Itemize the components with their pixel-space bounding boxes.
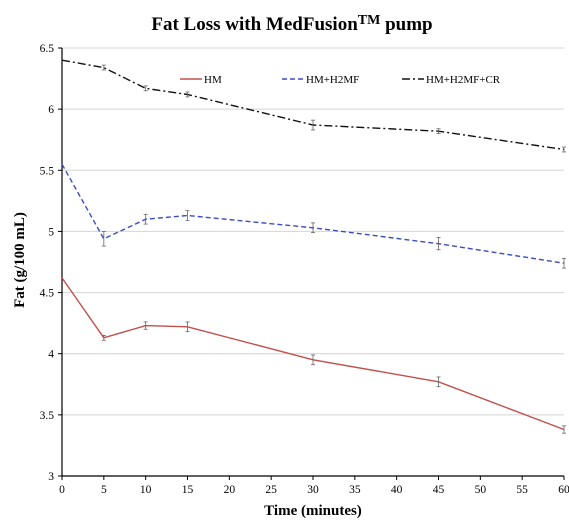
x-tick-label: 25: [265, 484, 277, 496]
y-axis-title: Fat (g/100 mL): [12, 212, 28, 308]
x-tick-label: 45: [433, 484, 445, 496]
gridlines: [62, 47, 564, 416]
y-tick-label: 3.5: [40, 410, 55, 422]
chart-title-trademark: TM: [358, 13, 381, 28]
x-tick-label: 50: [475, 484, 487, 496]
x-tick-label: 35: [349, 484, 361, 496]
y-tick-label: 5: [48, 226, 54, 238]
legend-label-hm-plus-h2mf: HM+H2MF: [306, 74, 359, 86]
y-tick-label: 6.5: [40, 43, 55, 55]
x-tick-label: 20: [224, 484, 236, 496]
x-tick-label: 55: [516, 484, 528, 496]
x-tick-label: 40: [391, 484, 403, 496]
chart-title-main: Fat Loss with MedFusion: [151, 14, 358, 35]
legend-label-hm: HM: [204, 74, 222, 86]
chart-title: Fat Loss with MedFusionTM pump: [151, 13, 432, 35]
y-tick-label: 4.5: [40, 288, 55, 300]
x-tick-label: 60: [558, 484, 569, 496]
y-tick-label: 4: [48, 349, 54, 361]
legend-label-hm-plus-h2mf-plus-cr: HM+H2MF+CR: [426, 74, 501, 86]
legend: HM HM+H2MF HM+H2MF+CR: [180, 74, 501, 86]
x-axis-title: Time (minutes): [264, 503, 362, 519]
y-tick-label: 6: [48, 104, 54, 116]
series-lines: [61, 59, 566, 434]
x-tick-label: 10: [140, 484, 152, 496]
x-tick-label: 5: [101, 484, 107, 496]
y-tick-label: 3: [48, 471, 54, 483]
chart-title-suffix: pump: [380, 14, 432, 35]
x-tick-label: 15: [182, 484, 194, 496]
x-tick-label: 30: [307, 484, 319, 496]
x-tick-label: 0: [59, 484, 65, 496]
axes: 3 3.5 4 4.5 5 5.5 6 6.5 0 5 10 15 20 25 30 35 40 45 50 55 60: [40, 43, 569, 496]
y-tick-label: 5.5: [40, 165, 55, 177]
series-line-hm-plus-h2mf: [61, 163, 565, 264]
